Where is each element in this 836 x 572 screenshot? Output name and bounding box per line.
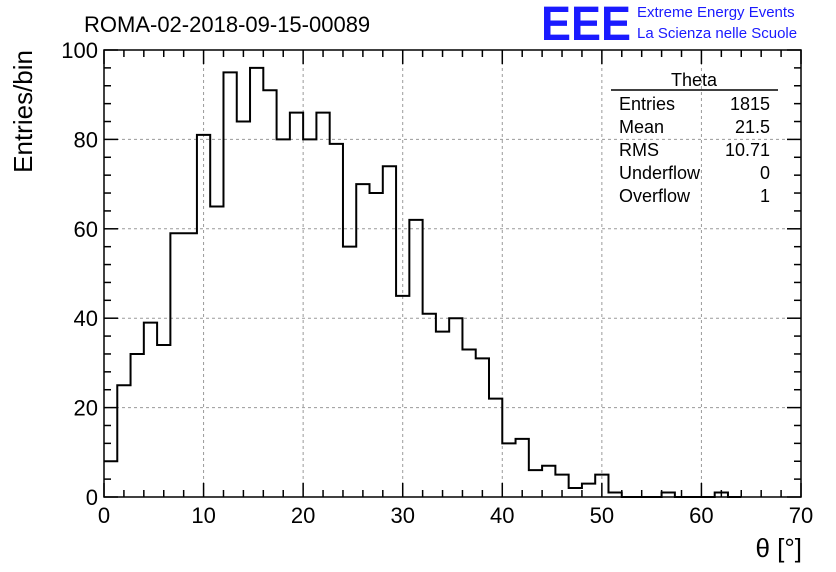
x-tick-label: 10 (191, 503, 215, 528)
y-axis-label: Entries/bin (8, 50, 38, 173)
logo-line-2: La Scienza nelle Scuole (637, 25, 797, 42)
y-tick-label: 100 (61, 38, 98, 63)
x-tick-label: 70 (789, 503, 813, 528)
plot-frame (103, 49, 802, 498)
x-tick-label: 60 (689, 503, 713, 528)
logo-mark: EEE (541, 0, 631, 51)
stats-title: Theta (671, 70, 718, 90)
x-tick-label: 0 (98, 503, 110, 528)
y-tick-label: 0 (86, 485, 98, 510)
y-tick-label: 60 (74, 217, 98, 242)
stats-value: 21.5 (735, 117, 770, 137)
histogram-series (104, 66, 742, 498)
stats-label: Overflow (619, 186, 691, 206)
y-tick-label: 80 (74, 127, 98, 152)
stats-label: Underflow (619, 163, 701, 183)
logo-line-1: Extreme Energy Events (637, 4, 795, 21)
chart-title: ROMA-02-2018-09-15-00089 (84, 12, 370, 37)
x-tick-label: 50 (590, 503, 614, 528)
y-tick-label: 20 (74, 396, 98, 421)
stats-label: RMS (619, 140, 659, 160)
stats-value: 1815 (730, 94, 770, 114)
stats-value: 10.71 (725, 140, 770, 160)
stats-label: Entries (619, 94, 675, 114)
stats-value: 1 (760, 186, 770, 206)
y-tick-label: 40 (74, 306, 98, 331)
x-tick-label: 20 (291, 503, 315, 528)
stats-label: Mean (619, 117, 664, 137)
stats-box: Theta Entries 1815 Mean 21.5 RMS 10.71 Underfl… (611, 70, 778, 206)
grid-lines (104, 50, 801, 497)
axis-ticks (103, 49, 802, 498)
x-tick-label: 40 (490, 503, 514, 528)
stats-value: 0 (760, 163, 770, 183)
x-axis-label: θ [°] (755, 533, 802, 563)
eee-logo: EEE Extreme Energy Events La Scienza nel… (541, 0, 797, 51)
x-tick-label: 30 (390, 503, 414, 528)
